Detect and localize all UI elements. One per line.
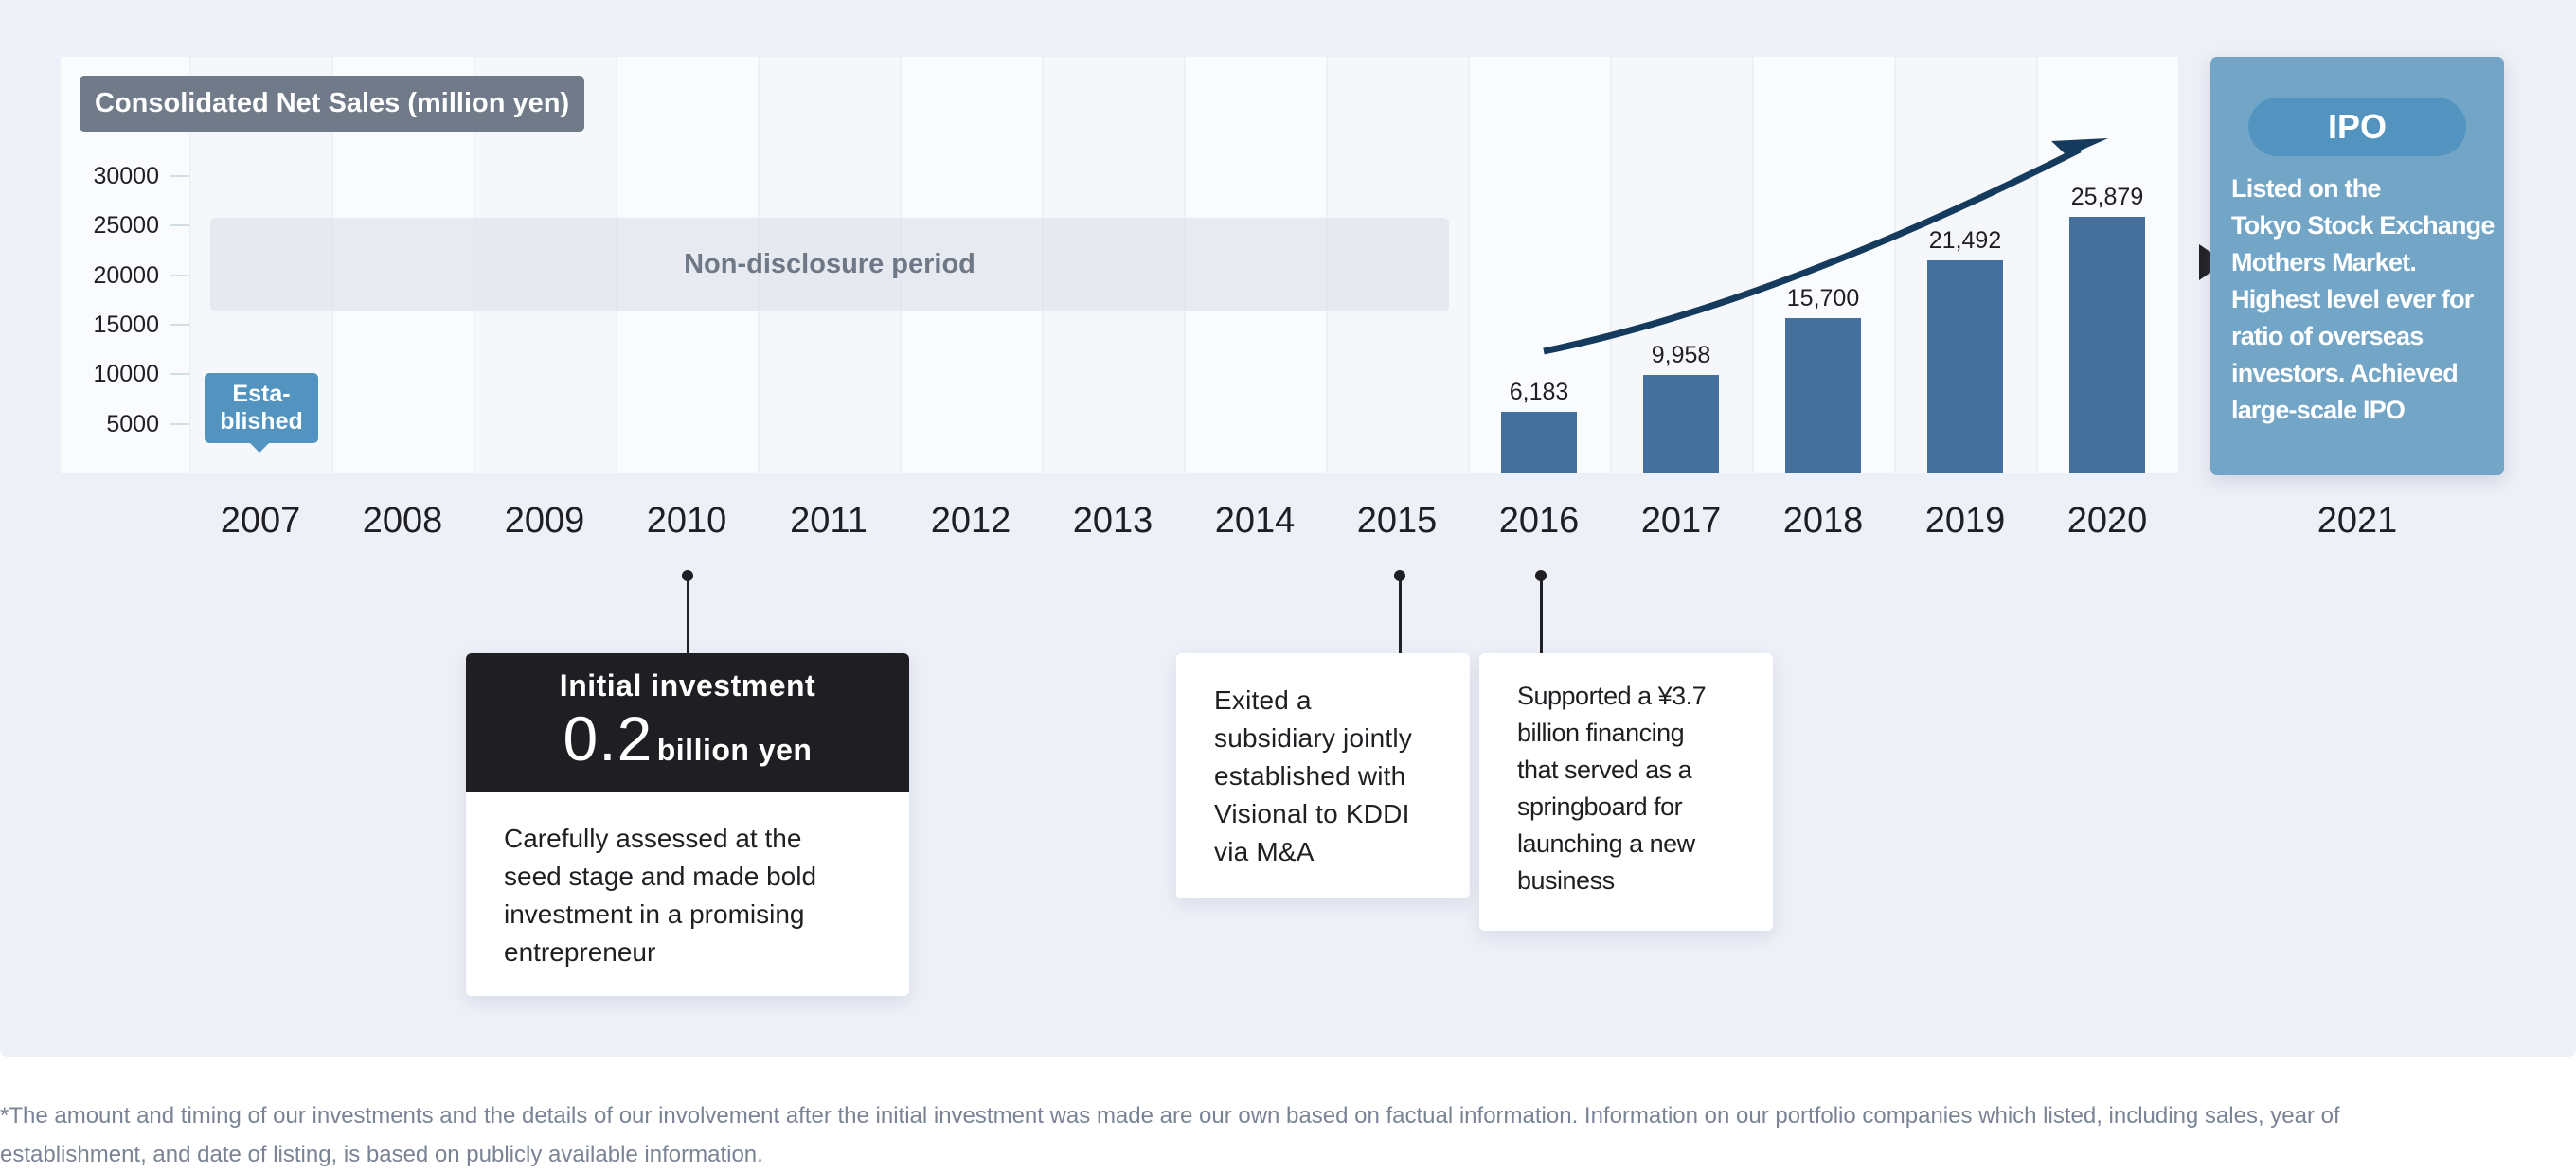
investment-amount-unit: billion yen xyxy=(656,733,813,767)
bar-2016 xyxy=(1501,412,1577,473)
year-label: 2016 xyxy=(1498,501,1580,541)
ipo-line: large-scale IPO xyxy=(2231,396,2406,424)
year-label: 2015 xyxy=(1356,501,1438,541)
year-label: 2011 xyxy=(790,501,868,541)
non-disclosure-band: Non-disclosure period xyxy=(210,218,1449,311)
description-line: springboard for xyxy=(1517,792,1683,821)
established-badge: Esta- blished xyxy=(205,373,318,453)
initial-investment-amount: 0.2 billion yen xyxy=(466,703,909,774)
year-label: 2013 xyxy=(1072,501,1154,541)
year-column xyxy=(1468,57,1610,473)
ipo-line: ratio of overseas xyxy=(2231,322,2424,350)
ipo-line: Highest level ever for xyxy=(2231,285,2474,313)
bar-2018 xyxy=(1785,317,1861,473)
connector-line-2016 xyxy=(1540,576,1543,653)
non-disclosure-label: Non-disclosure period xyxy=(684,249,975,279)
connector-line-2015 xyxy=(1399,576,1402,653)
ipo-badge: IPO xyxy=(2248,98,2466,156)
description-line: billion financing xyxy=(1517,719,1685,747)
y-tick-mark xyxy=(170,422,189,425)
ipo-card: IPO Listed on the Tokyo Stock Exchange M… xyxy=(2210,57,2504,475)
y-tick-label: 5000 xyxy=(106,410,159,437)
description-line: Carefully assessed at the xyxy=(504,824,802,853)
y-tick-label: 30000 xyxy=(93,163,159,189)
bar-value-label: 6,183 xyxy=(1509,379,1569,406)
year-label: 2017 xyxy=(1640,501,1722,541)
description-line: entrepreneur xyxy=(504,937,656,967)
initial-investment-title: Initial investment xyxy=(559,668,816,703)
description-line: Supported a ¥3.7 xyxy=(1517,682,1707,710)
investment-amount-value: 0.2 xyxy=(563,703,653,774)
year-label: 2010 xyxy=(646,501,727,541)
y-tick-mark xyxy=(170,274,189,276)
year-label: 2012 xyxy=(930,501,1011,541)
y-tick-mark xyxy=(170,324,189,326)
ipo-line: Tokyo Stock Exchange xyxy=(2231,211,2495,240)
year-label: 2014 xyxy=(1214,501,1296,541)
ipo-description: Listed on the Tokyo Stock Exchange Mothe… xyxy=(2231,170,2496,429)
footnote-line-2: establishment, and date of listing, is b… xyxy=(0,1142,763,1167)
chart-title: Consolidated Net Sales (million yen) xyxy=(80,76,585,132)
established-line-1: Esta- xyxy=(232,381,291,407)
y-tick-label: 20000 xyxy=(93,261,159,289)
bar-value-label: 21,492 xyxy=(1928,227,2002,255)
y-tick-mark xyxy=(170,175,189,177)
initial-investment-description: Carefully assessed at the seed stage and… xyxy=(504,820,816,971)
y-tick-label: 25000 xyxy=(93,212,159,240)
established-line-2: blished xyxy=(220,408,303,435)
initial-investment-card: Initial investment 0.2 billion yen Caref… xyxy=(466,653,909,996)
ipo-line: investors. Achieved xyxy=(2231,359,2459,387)
y-tick-mark xyxy=(170,224,189,227)
ipo-line: Mothers Market. xyxy=(2231,248,2417,276)
bar-2017 xyxy=(1643,374,1719,473)
description-line: that served as a xyxy=(1517,756,1692,784)
connector-line-2010 xyxy=(687,576,689,653)
description-line: Exited a xyxy=(1214,685,1312,715)
description-line: subsidiary jointly xyxy=(1214,723,1413,753)
year-label: 2020 xyxy=(2066,501,2148,541)
y-tick-mark xyxy=(170,373,189,376)
exit-description: Exited a subsidiary jointly established … xyxy=(1214,682,1412,871)
y-tick-label: 15000 xyxy=(93,311,159,338)
initial-investment-header: Initial investment 0.2 billion yen xyxy=(466,653,909,792)
footnote-line-1: *The amount and timing of our investment… xyxy=(0,1103,2340,1129)
year-label: 2009 xyxy=(504,501,585,541)
year-label: 2019 xyxy=(1924,501,2006,541)
description-line: established with xyxy=(1214,761,1406,791)
description-line: seed stage and made bold xyxy=(504,862,817,891)
description-line: via M&A xyxy=(1214,837,1315,866)
bar-value-label: 9,958 xyxy=(1651,341,1711,368)
description-line: investment in a promising xyxy=(504,899,805,929)
description-line: launching a new xyxy=(1517,829,1695,858)
bar-2019 xyxy=(1927,260,2003,473)
financing-card: Supported a ¥3.7 billion financing that … xyxy=(1479,653,1773,931)
description-line: business xyxy=(1517,866,1615,895)
footnote: *The amount and timing of our investment… xyxy=(0,1096,2576,1174)
y-tick-label: 10000 xyxy=(93,361,159,388)
year-label: 2018 xyxy=(1782,501,1864,541)
financing-description: Supported a ¥3.7 billion financing that … xyxy=(1517,678,1707,899)
bar-value-label: 15,700 xyxy=(1786,284,1860,311)
ipo-line: Listed on the xyxy=(2231,174,2381,203)
year-label: 2008 xyxy=(362,501,443,541)
bar-2020 xyxy=(2069,217,2145,473)
exit-card: Exited a subsidiary jointly established … xyxy=(1176,653,1470,898)
year-label-2021: 2021 xyxy=(2317,501,2398,541)
bar-value-label: 25,879 xyxy=(2070,184,2144,211)
year-label: 2007 xyxy=(220,501,301,541)
description-line: Visional to KDDI xyxy=(1214,799,1410,828)
